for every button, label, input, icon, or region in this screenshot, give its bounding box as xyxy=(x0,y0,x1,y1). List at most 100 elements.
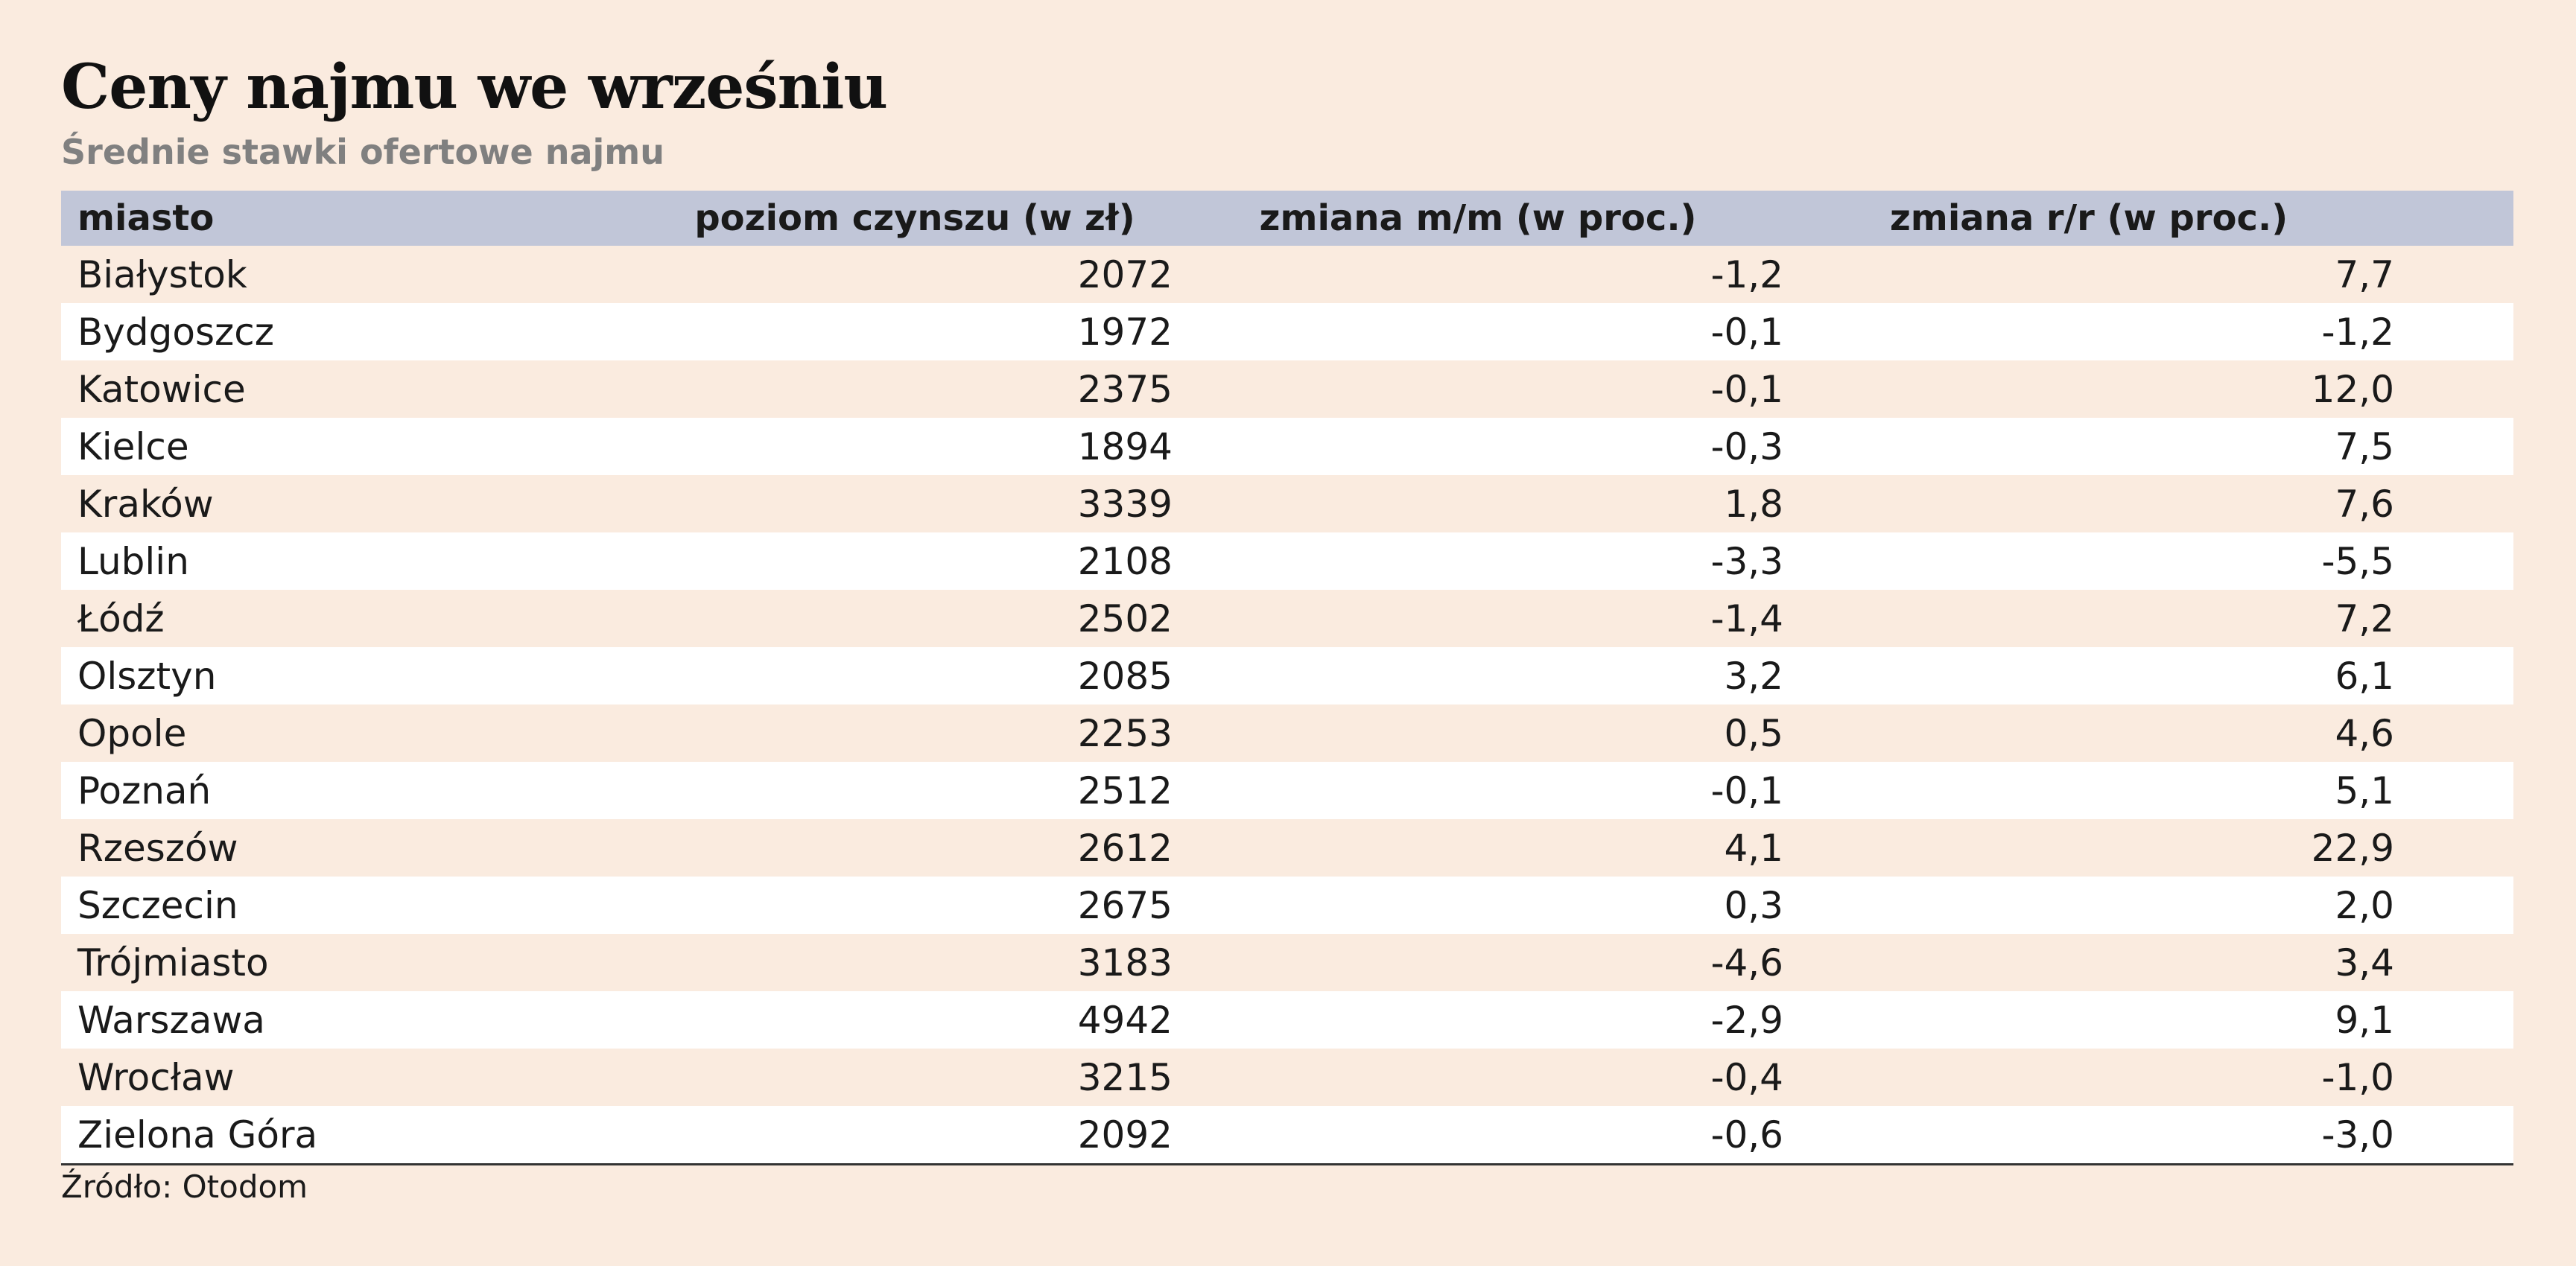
cell-rent: 2612 xyxy=(1077,826,1173,870)
chart-subtitle: Średnie stawki ofertowe najmu xyxy=(61,132,664,172)
cell-rent: 2253 xyxy=(1077,711,1173,755)
cell-yy-change: -1,0 xyxy=(2321,1055,2394,1099)
cell-spacer xyxy=(2394,475,2513,532)
cell-rent: 2375 xyxy=(1077,367,1173,411)
cell-yy-change: 5,1 xyxy=(2335,769,2394,812)
cell-yy-change: 3,4 xyxy=(2335,941,2394,985)
table-row: Rzeszów 2612 4,1 22,9 xyxy=(61,819,2513,877)
chart-title: Ceny najmu we wrześniu xyxy=(61,51,888,123)
table-header-row: miasto poziom czynszu (w zł) zmiana m/m … xyxy=(61,191,2513,246)
source-note: Źródło: Otodom xyxy=(61,1168,308,1205)
cell-city: Warszawa xyxy=(77,998,265,1042)
cell-city: Katowice xyxy=(77,367,246,411)
cell-city: Trójmiasto xyxy=(77,941,269,985)
cell-spacer xyxy=(2394,704,2513,762)
table-row: Trójmiasto 3183 -4,6 3,4 xyxy=(61,934,2513,991)
table-row: Poznań 2512 -0,1 5,1 xyxy=(61,762,2513,819)
table-row: Kraków 3339 1,8 7,6 xyxy=(61,475,2513,532)
cell-spacer xyxy=(2394,934,2513,991)
cell-yy-change: 7,6 xyxy=(2335,482,2394,526)
table-row: Warszawa 4942 -2,9 9,1 xyxy=(61,991,2513,1049)
cell-city: Lublin xyxy=(77,539,189,583)
cell-rent: 3215 xyxy=(1077,1055,1173,1099)
cell-rent: 3339 xyxy=(1077,482,1173,526)
cell-rent: 2512 xyxy=(1077,769,1173,812)
cell-yy-change: 9,1 xyxy=(2335,998,2394,1042)
cell-city: Wrocław xyxy=(77,1055,235,1099)
cell-spacer xyxy=(2394,1106,2513,1163)
table-row: Łódź 2502 -1,4 7,2 xyxy=(61,590,2513,647)
cell-spacer xyxy=(2394,1049,2513,1106)
cell-city: Bydgoszcz xyxy=(77,310,274,354)
cell-city: Opole xyxy=(77,711,187,755)
cell-spacer xyxy=(2394,590,2513,647)
cell-mm-change: -0,4 xyxy=(1710,1055,1783,1099)
cell-rent: 4942 xyxy=(1077,998,1173,1042)
table-row: Lublin 2108 -3,3 -5,5 xyxy=(61,532,2513,590)
cell-yy-change: -5,5 xyxy=(2321,539,2394,583)
cell-mm-change: 0,5 xyxy=(1724,711,1783,755)
table-row: Szczecin 2675 0,3 2,0 xyxy=(61,877,2513,934)
cell-yy-change: 12,0 xyxy=(2311,367,2394,411)
cell-yy-change: 7,7 xyxy=(2335,252,2394,296)
table-row: Kielce 1894 -0,3 7,5 xyxy=(61,418,2513,475)
cell-spacer xyxy=(2394,819,2513,877)
cell-rent: 2072 xyxy=(1077,252,1173,296)
cell-city: Rzeszów xyxy=(77,826,238,870)
cell-yy-change: -1,2 xyxy=(2321,310,2394,354)
cell-mm-change: -3,3 xyxy=(1710,539,1783,583)
cell-mm-change: -1,2 xyxy=(1710,252,1783,296)
cell-yy-change: 22,9 xyxy=(2311,826,2394,870)
cell-city: Olsztyn xyxy=(77,654,217,698)
column-header-spacer xyxy=(2394,191,2513,246)
cell-mm-change: -4,6 xyxy=(1710,941,1783,985)
cell-yy-change: 2,0 xyxy=(2335,883,2394,927)
cell-rent: 1972 xyxy=(1077,310,1173,354)
cell-spacer xyxy=(2394,246,2513,303)
cell-city: Łódź xyxy=(77,597,165,640)
cell-mm-change: -1,4 xyxy=(1710,597,1783,640)
cell-rent: 2675 xyxy=(1077,883,1173,927)
cell-city: Kielce xyxy=(77,424,189,468)
cell-spacer xyxy=(2394,303,2513,360)
table-row: Białystok 2072 -1,2 7,7 xyxy=(61,246,2513,303)
table-body: Białystok 2072 -1,2 7,7 Bydgoszcz 1972 -0,1 -1,… xyxy=(61,246,2513,1163)
cell-spacer xyxy=(2394,647,2513,704)
column-header-yy-change: zmiana r/r (w proc.) xyxy=(1889,197,2288,239)
cell-spacer xyxy=(2394,762,2513,819)
cell-spacer xyxy=(2394,418,2513,475)
table-row: Opole 2253 0,5 4,6 xyxy=(61,704,2513,762)
cell-mm-change: 3,2 xyxy=(1724,654,1783,698)
cell-rent: 2085 xyxy=(1077,654,1173,698)
cell-spacer xyxy=(2394,532,2513,590)
rent-table: miasto poziom czynszu (w zł) zmiana m/m … xyxy=(61,191,2513,1163)
data-table-container: miasto poziom czynszu (w zł) zmiana m/m … xyxy=(61,191,2513,1165)
cell-mm-change: -0,1 xyxy=(1710,310,1783,354)
column-header-mm-change: zmiana m/m (w proc.) xyxy=(1259,197,1697,239)
table-row: Katowice 2375 -0,1 12,0 xyxy=(61,360,2513,418)
table-row: Olsztyn 2085 3,2 6,1 xyxy=(61,647,2513,704)
table-row: Zielona Góra 2092 -0,6 -3,0 xyxy=(61,1106,2513,1163)
cell-rent: 2502 xyxy=(1077,597,1173,640)
cell-mm-change: 4,1 xyxy=(1724,826,1783,870)
cell-rent: 2108 xyxy=(1077,539,1173,583)
cell-mm-change: 0,3 xyxy=(1724,883,1783,927)
cell-spacer xyxy=(2394,360,2513,418)
cell-mm-change: -2,9 xyxy=(1710,998,1783,1042)
cell-mm-change: 1,8 xyxy=(1724,482,1783,526)
cell-city: Zielona Góra xyxy=(77,1113,318,1157)
column-header-city: miasto xyxy=(77,197,215,239)
cell-mm-change: -0,1 xyxy=(1710,769,1783,812)
cell-city: Białystok xyxy=(77,252,247,296)
cell-city: Kraków xyxy=(77,482,214,526)
cell-rent: 2092 xyxy=(1077,1113,1173,1157)
table-row: Wrocław 3215 -0,4 -1,0 xyxy=(61,1049,2513,1106)
cell-mm-change: -0,1 xyxy=(1710,367,1783,411)
cell-spacer xyxy=(2394,877,2513,934)
cell-city: Szczecin xyxy=(77,883,238,927)
cell-spacer xyxy=(2394,991,2513,1049)
cell-rent: 1894 xyxy=(1077,424,1173,468)
cell-yy-change: -3,0 xyxy=(2321,1113,2394,1157)
cell-yy-change: 6,1 xyxy=(2335,654,2394,698)
cell-mm-change: -0,3 xyxy=(1710,424,1783,468)
